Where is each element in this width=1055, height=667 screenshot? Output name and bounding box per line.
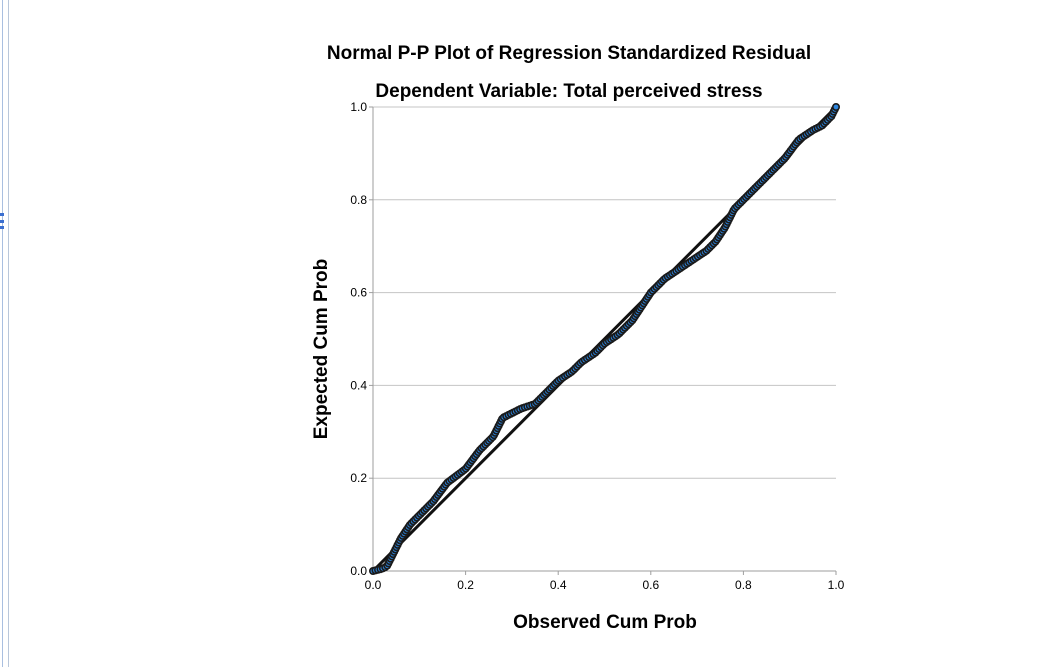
axes xyxy=(372,107,836,572)
resize-grip-icon[interactable] xyxy=(0,213,5,229)
y-tick-label-0: 0.0 xyxy=(350,564,367,578)
chart-title: Normal P-P Plot of Regression Standardiz… xyxy=(327,43,811,64)
data-points xyxy=(368,103,840,575)
x-tick-label-0: 0.0 xyxy=(365,578,382,592)
pane-border xyxy=(0,0,9,667)
x-tick-label-2: 0.4 xyxy=(550,578,567,592)
x-tick-label-3: 0.6 xyxy=(642,578,659,592)
grid-lines xyxy=(373,106,836,479)
y-tick-label-2: 0.4 xyxy=(350,378,367,392)
chart-subtitle: Dependent Variable: Total perceived stre… xyxy=(375,81,762,102)
data-point xyxy=(831,103,840,112)
y-tick-label-1: 0.2 xyxy=(350,471,367,485)
pane-border-line xyxy=(2,0,3,667)
y-tick-label-5: 1.0 xyxy=(350,100,367,114)
x-axis-title: Observed Cum Prob xyxy=(513,612,697,633)
x-tick-label-5: 1.0 xyxy=(828,578,845,592)
tick-labels: 0.0 0.2 0.4 0.6 0.8 1.0 0.0 0.2 0.4 0.6 0.8 1.0 xyxy=(350,100,844,592)
y-axis-title: Expected Cum Prob xyxy=(311,259,332,440)
x-tick-label-4: 0.8 xyxy=(735,578,752,592)
y-tick-label-3: 0.6 xyxy=(350,286,367,300)
y-tick-label-4: 0.8 xyxy=(350,193,367,207)
x-tick-label-1: 0.2 xyxy=(457,578,474,592)
